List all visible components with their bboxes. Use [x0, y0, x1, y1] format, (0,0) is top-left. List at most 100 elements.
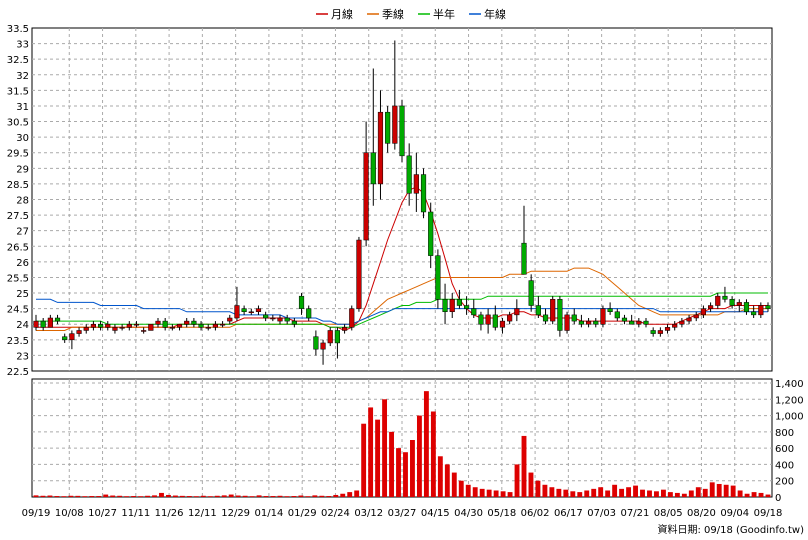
volume-bar [354, 490, 360, 497]
volume-bar [159, 492, 164, 497]
candle-body [385, 111, 391, 144]
volume-bar [96, 496, 102, 497]
candle-body [672, 323, 678, 328]
candle-body [198, 323, 204, 328]
candle-body [327, 330, 333, 344]
candle-body [420, 174, 427, 213]
candle-body [392, 105, 398, 144]
volume-bars [33, 391, 771, 497]
volume-bar [221, 495, 227, 497]
volume-bar [305, 496, 311, 497]
candle-body [650, 330, 656, 334]
volume-bar [347, 492, 353, 497]
candle-body [191, 320, 197, 325]
volume-bar [563, 489, 569, 497]
x-tick-label: 05/18 [487, 508, 516, 519]
volume-bar [633, 485, 638, 497]
x-tick-label: 06/17 [554, 508, 583, 519]
volume-bar [730, 485, 736, 497]
candle-body [90, 323, 96, 328]
volume-bar [423, 391, 429, 497]
candle-body [148, 323, 154, 331]
volume-bar [486, 489, 492, 497]
x-tick-label: 12/11 [188, 508, 217, 519]
x-tick-label: 03/27 [388, 508, 417, 519]
price-y-tick-label: 23 [16, 351, 29, 362]
volume-bar [214, 495, 220, 497]
volume-bar [521, 435, 527, 497]
candle-body [449, 299, 455, 313]
candle-body [220, 323, 226, 326]
candle-body [542, 314, 549, 322]
volume-y-ticks: 0 200 400 600 800 1,000 1,200 1,400 [775, 379, 804, 504]
volume-bar [716, 483, 722, 497]
x-tick-label: 04/15 [421, 508, 450, 519]
volume-bar [103, 494, 109, 497]
volume-bar [298, 495, 304, 497]
volume-bar [152, 495, 157, 497]
candle-body [298, 295, 305, 309]
volume-bar [737, 490, 743, 497]
volume-bar [654, 491, 659, 497]
price-panel: 22.5 23 23.5 24 24.5 25 25.5 26 26.5 27 27.5 28 28.5… [7, 24, 773, 378]
price-y-tick-label: 32 [16, 71, 29, 82]
volume-bar [368, 407, 374, 497]
volume-bar [145, 495, 150, 497]
price-y-tick-label: 32.5 [7, 55, 29, 66]
volume-bar [500, 491, 506, 497]
volume-bar [681, 493, 687, 497]
data-date-credit: 資料日期: 09/18 (Goodinfo.tw) [657, 523, 804, 536]
candle-body [62, 336, 68, 341]
x-tick-label: 12/29 [221, 508, 250, 519]
moving-average-line-4 [36, 298, 768, 325]
volume-bar [702, 488, 708, 497]
candle-body [342, 327, 348, 331]
x-tick-label: 01/29 [288, 508, 317, 519]
candle-body [363, 152, 369, 241]
x-tick-label: 01/14 [254, 508, 283, 519]
volume-bar [688, 490, 694, 497]
candle-body [205, 327, 211, 329]
candle-body [413, 174, 419, 194]
candle-body [169, 327, 175, 329]
volume-bar [75, 495, 81, 497]
volume-bar [612, 484, 618, 497]
candle-body [334, 330, 340, 344]
volume-bar [138, 496, 144, 497]
price-y-tick-label: 27.5 [7, 211, 29, 222]
volume-bar [709, 482, 715, 497]
volume-bar [403, 452, 408, 497]
candle-body [133, 323, 140, 326]
volume-bar [667, 492, 673, 497]
candle-body [550, 299, 556, 322]
legend-label-4: 年線 [484, 7, 506, 21]
legend-label-1: 月線 [331, 7, 353, 21]
x-tick-label: 04/30 [454, 508, 483, 519]
volume-bar [493, 490, 499, 497]
volume-bar [765, 494, 771, 497]
volume-bar [54, 496, 60, 497]
candle-body [751, 311, 757, 316]
candle-body [263, 314, 269, 319]
candle-body [765, 305, 771, 309]
volume-bar [340, 493, 346, 497]
price-y-tick-label: 30 [16, 133, 29, 144]
candlesticks [33, 40, 771, 365]
candle-body [83, 327, 89, 331]
volume-bar [570, 491, 576, 497]
price-y-tick-label: 29.5 [7, 149, 29, 160]
candle-body [528, 280, 534, 306]
volume-bar [40, 495, 46, 497]
volume-panel: 0 200 400 600 800 1,000 1,200 1,400 [31, 378, 804, 504]
price-y-tick-label: 31.5 [7, 86, 29, 97]
volume-bar [751, 492, 757, 497]
candle-body [241, 308, 247, 313]
volume-bar [284, 496, 290, 497]
x-tick-label: 08/05 [654, 508, 683, 519]
volume-bar [695, 487, 701, 497]
volume-bar [430, 411, 436, 497]
volume-bar [124, 496, 130, 497]
volume-bar [472, 487, 478, 497]
candle-body [270, 317, 276, 320]
volume-bar [249, 496, 255, 497]
